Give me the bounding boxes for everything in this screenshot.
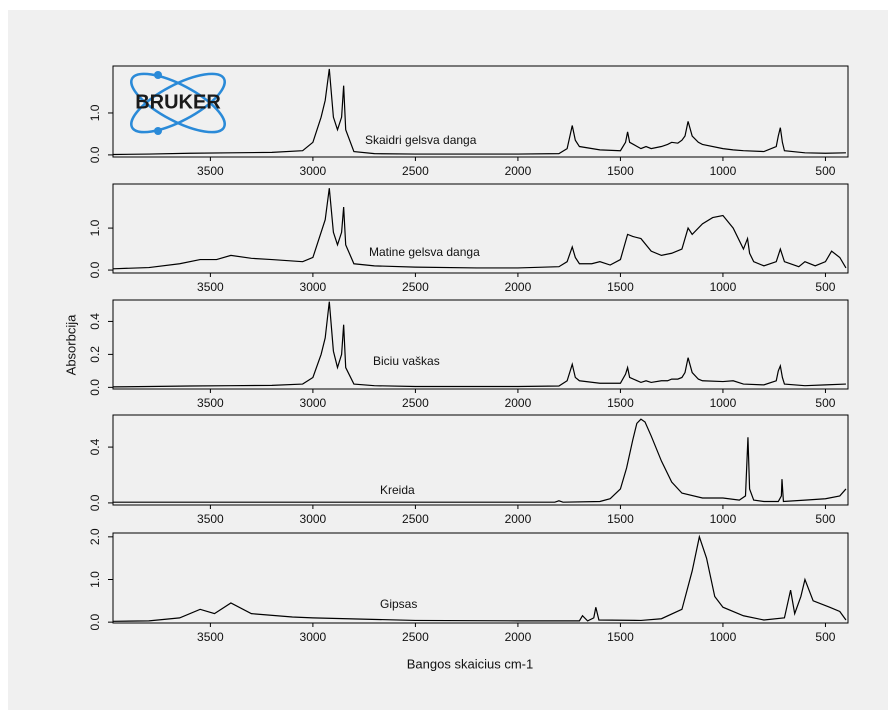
x-tick-label: 1000	[710, 164, 737, 178]
x-tick-label: 3500	[197, 512, 224, 526]
y-tick-label: 1.0	[88, 571, 102, 588]
y-tick-label: 0.2	[88, 346, 102, 363]
x-tick-label: 3000	[300, 164, 327, 178]
x-tick-label: 3000	[300, 630, 327, 644]
x-tick-label: 1500	[607, 396, 634, 410]
x-tick-label: 2000	[505, 280, 532, 294]
spectrum-line	[112, 534, 847, 622]
x-tick-label: 500	[815, 280, 835, 294]
panel-frame	[112, 532, 849, 624]
x-tick-label: 3500	[197, 280, 224, 294]
x-tick-label: 2500	[402, 280, 429, 294]
x-tick-label: 3500	[197, 164, 224, 178]
logo-orbit	[130, 72, 226, 134]
x-tick-label: 500	[815, 512, 835, 526]
y-axis-label: Absorbcija	[63, 314, 78, 375]
logo-orbit	[130, 72, 226, 134]
spectrum-line	[112, 68, 846, 156]
annotation: Biciu vaškas	[373, 354, 440, 368]
panel-frame	[112, 65, 849, 158]
x-tick-label: 1500	[607, 630, 634, 644]
y-tick-label: 0.4	[88, 438, 102, 455]
panel-frame	[112, 414, 849, 506]
y-tick-label: 0.4	[88, 313, 102, 330]
x-tick-label: 3000	[300, 280, 327, 294]
spectrum-line	[113, 418, 847, 503]
y-tick-label: 0.0	[88, 494, 102, 511]
panel-frame	[112, 299, 849, 390]
x-tick-label: 500	[815, 164, 835, 178]
logo-text: BRUKER	[135, 91, 221, 113]
logo-dot	[154, 71, 162, 79]
spectrum-line	[112, 301, 846, 388]
annotation: Gipsas	[380, 597, 417, 611]
annotation: Skaidri gelsva danga	[365, 133, 477, 147]
x-tick-label: 1000	[710, 512, 737, 526]
x-tick-label: 2000	[505, 512, 532, 526]
y-tick-label: 0.0	[88, 379, 102, 396]
x-tick-label: 3000	[300, 512, 327, 526]
x-tick-label: 1000	[710, 280, 737, 294]
y-tick-label: 0.0	[88, 261, 102, 278]
y-tick-label: 1.0	[88, 219, 102, 236]
spectrum-line	[112, 188, 847, 270]
x-tick-label: 1000	[710, 630, 737, 644]
logo: BRUKER	[130, 71, 226, 135]
x-tick-label: 3000	[300, 396, 327, 410]
x-tick-label: 2500	[402, 164, 429, 178]
x-tick-label: 1500	[607, 280, 634, 294]
y-tick-label: 2.0	[88, 528, 102, 545]
x-tick-label: 500	[815, 396, 835, 410]
logo-dot	[154, 127, 162, 135]
y-tick-label: 0.0	[88, 613, 102, 630]
y-tick-label: 0.0	[88, 146, 102, 163]
annotation: Matine gelsva danga	[369, 245, 480, 259]
x-tick-label: 3500	[197, 396, 224, 410]
x-tick-label: 2000	[505, 630, 532, 644]
x-tick-label: 3500	[197, 630, 224, 644]
background	[8, 10, 888, 710]
x-tick-label: 2500	[402, 630, 429, 644]
x-tick-label: 2000	[505, 396, 532, 410]
x-tick-label: 2500	[402, 396, 429, 410]
x-tick-label: 2000	[505, 164, 532, 178]
x-tick-label: 1000	[710, 396, 737, 410]
x-axis-label: Bangos skaicius cm-1	[407, 656, 533, 671]
x-tick-label: 2500	[402, 512, 429, 526]
x-tick-label: 500	[815, 630, 835, 644]
x-tick-label: 1500	[607, 164, 634, 178]
annotation: Kreida	[380, 483, 415, 497]
y-tick-label: 1.0	[88, 104, 102, 121]
x-tick-label: 1500	[607, 512, 634, 526]
